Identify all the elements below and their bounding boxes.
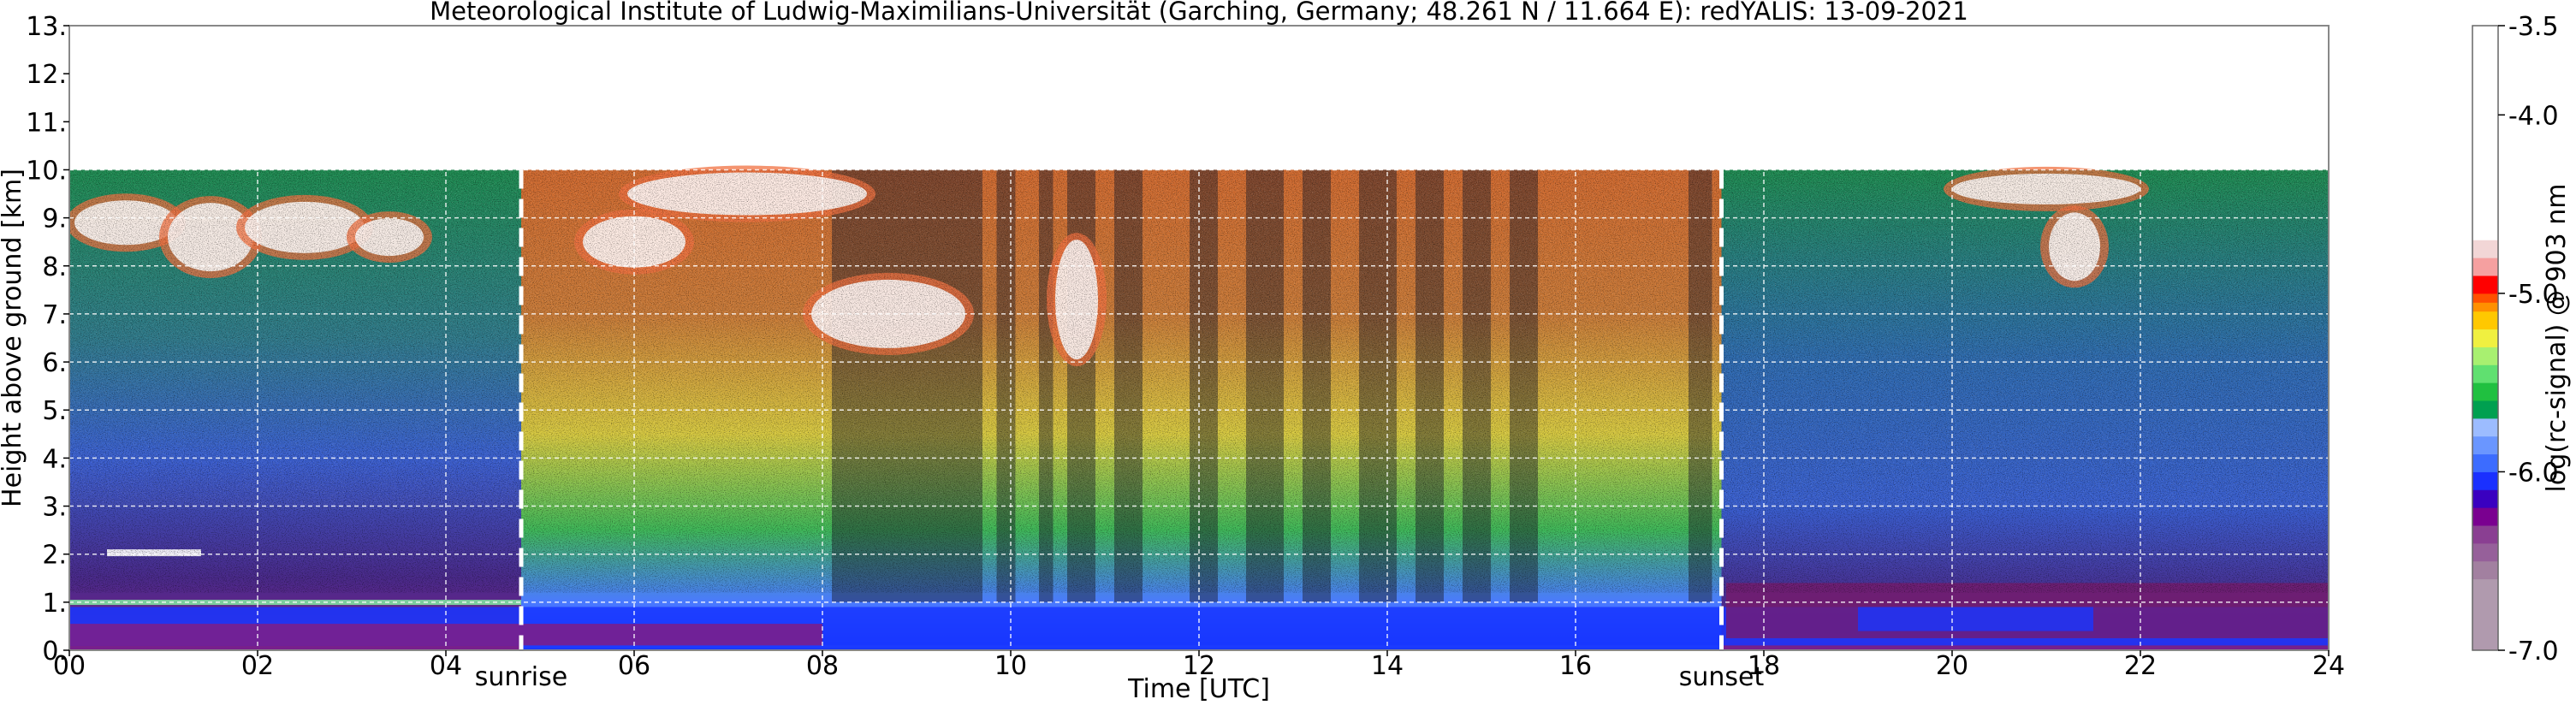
colorbar-level (2472, 302, 2498, 312)
x-tick-label: 08 (806, 651, 839, 681)
colorbar-level (2472, 507, 2498, 526)
y-tick-label: 8. (42, 252, 67, 282)
colorbar-level (2472, 364, 2498, 383)
x-tick-label: 06 (618, 651, 650, 681)
colorbar-level (2472, 418, 2498, 437)
y-axis-ticks: 0. 1. 2. 3. 4. 5. 6. 7. 8. 9. 10. 11. 12. 13. (26, 12, 69, 666)
x-axis-ticks: 00 02 04 06 08 10 12 14 16 18 20 22 24 (53, 650, 2345, 681)
colorbar-level (2472, 240, 2498, 258)
y-tick-label: 5. (42, 396, 67, 426)
residual-layer-blue (1858, 607, 2093, 631)
grid (69, 26, 2329, 650)
colorbar-label: log(rc-signal) @ 903 nm (2542, 184, 2572, 493)
y-tick-label: 13. (26, 12, 67, 42)
colorbar-level (2472, 26, 2498, 240)
y-tick-label: 10. (26, 156, 67, 186)
colorbar-level (2472, 382, 2498, 401)
colorbar-level (2472, 560, 2498, 580)
colorbar-level (2472, 471, 2498, 490)
sun-annotations: sunrise sunset (475, 169, 1765, 692)
colorbar-level (2472, 400, 2498, 419)
colorbar-level (2472, 275, 2498, 294)
x-axis-label: Time [UTC] (1127, 674, 1270, 704)
colorbar-tick-label: -4.0 (2508, 101, 2559, 131)
x-tick-label: 18 (1748, 651, 1780, 681)
colorbar-level (2472, 435, 2498, 455)
heatmap-area (69, 165, 2329, 650)
x-tick-label: 10 (994, 651, 1027, 681)
colorbar-level (2472, 347, 2498, 365)
colorbar-level (2472, 525, 2498, 544)
y-tick-label: 9. (42, 204, 67, 234)
colorbar-level (2472, 453, 2498, 472)
y-tick-label: 2. (42, 541, 67, 571)
x-tick-label: 14 (1371, 651, 1404, 681)
colorbar-frame (2472, 25, 2499, 651)
colorbar-level (2472, 258, 2498, 276)
y-tick-label: 6. (42, 348, 67, 378)
x-tick-label: 12 (1183, 651, 1215, 681)
y-tick-label: 1. (42, 589, 67, 619)
colorbar-tick-label: -6.0 (2508, 458, 2559, 488)
y-tick-label: 12. (26, 60, 67, 90)
y-tick-label: 0. (42, 637, 67, 666)
sunrise-label: sunrise (475, 662, 567, 692)
x-tick-label: 02 (241, 651, 274, 681)
x-tick-label: 16 (1559, 651, 1592, 681)
colorbar-level (2472, 311, 2498, 330)
colorbar-tick-label: -3.5 (2508, 12, 2559, 42)
colorbar-level (2472, 293, 2498, 303)
x-tick-label: 22 (2124, 651, 2157, 681)
x-tick-label: 04 (430, 651, 462, 681)
colorbar-ticks: -3.5 -4.0 -5.0 -6.0 -7.0 (2498, 12, 2559, 666)
x-tick-label: 00 (53, 651, 86, 681)
colorbar (2472, 26, 2498, 651)
sunset-label: sunset (1679, 662, 1765, 692)
y-tick-label: 11. (26, 108, 67, 138)
y-tick-label: 3. (42, 493, 67, 523)
colorbar-level (2472, 578, 2498, 651)
y-axis-label: Height above ground [km] (0, 169, 27, 507)
colorbar-tick-label: -7.0 (2508, 637, 2559, 666)
colorbar-level (2472, 542, 2498, 562)
colorbar-tick-label: -5.0 (2508, 280, 2559, 310)
colorbar-level (2472, 489, 2498, 508)
y-tick-label: 7. (42, 300, 67, 330)
chart-title: Meteorological Institute of Ludwig-Maxim… (430, 0, 1968, 26)
y-tick-label: 4. (42, 444, 67, 474)
x-tick-label: 24 (2312, 651, 2345, 681)
x-tick-label: 20 (1936, 651, 1968, 681)
colorbar-level (2472, 329, 2498, 347)
